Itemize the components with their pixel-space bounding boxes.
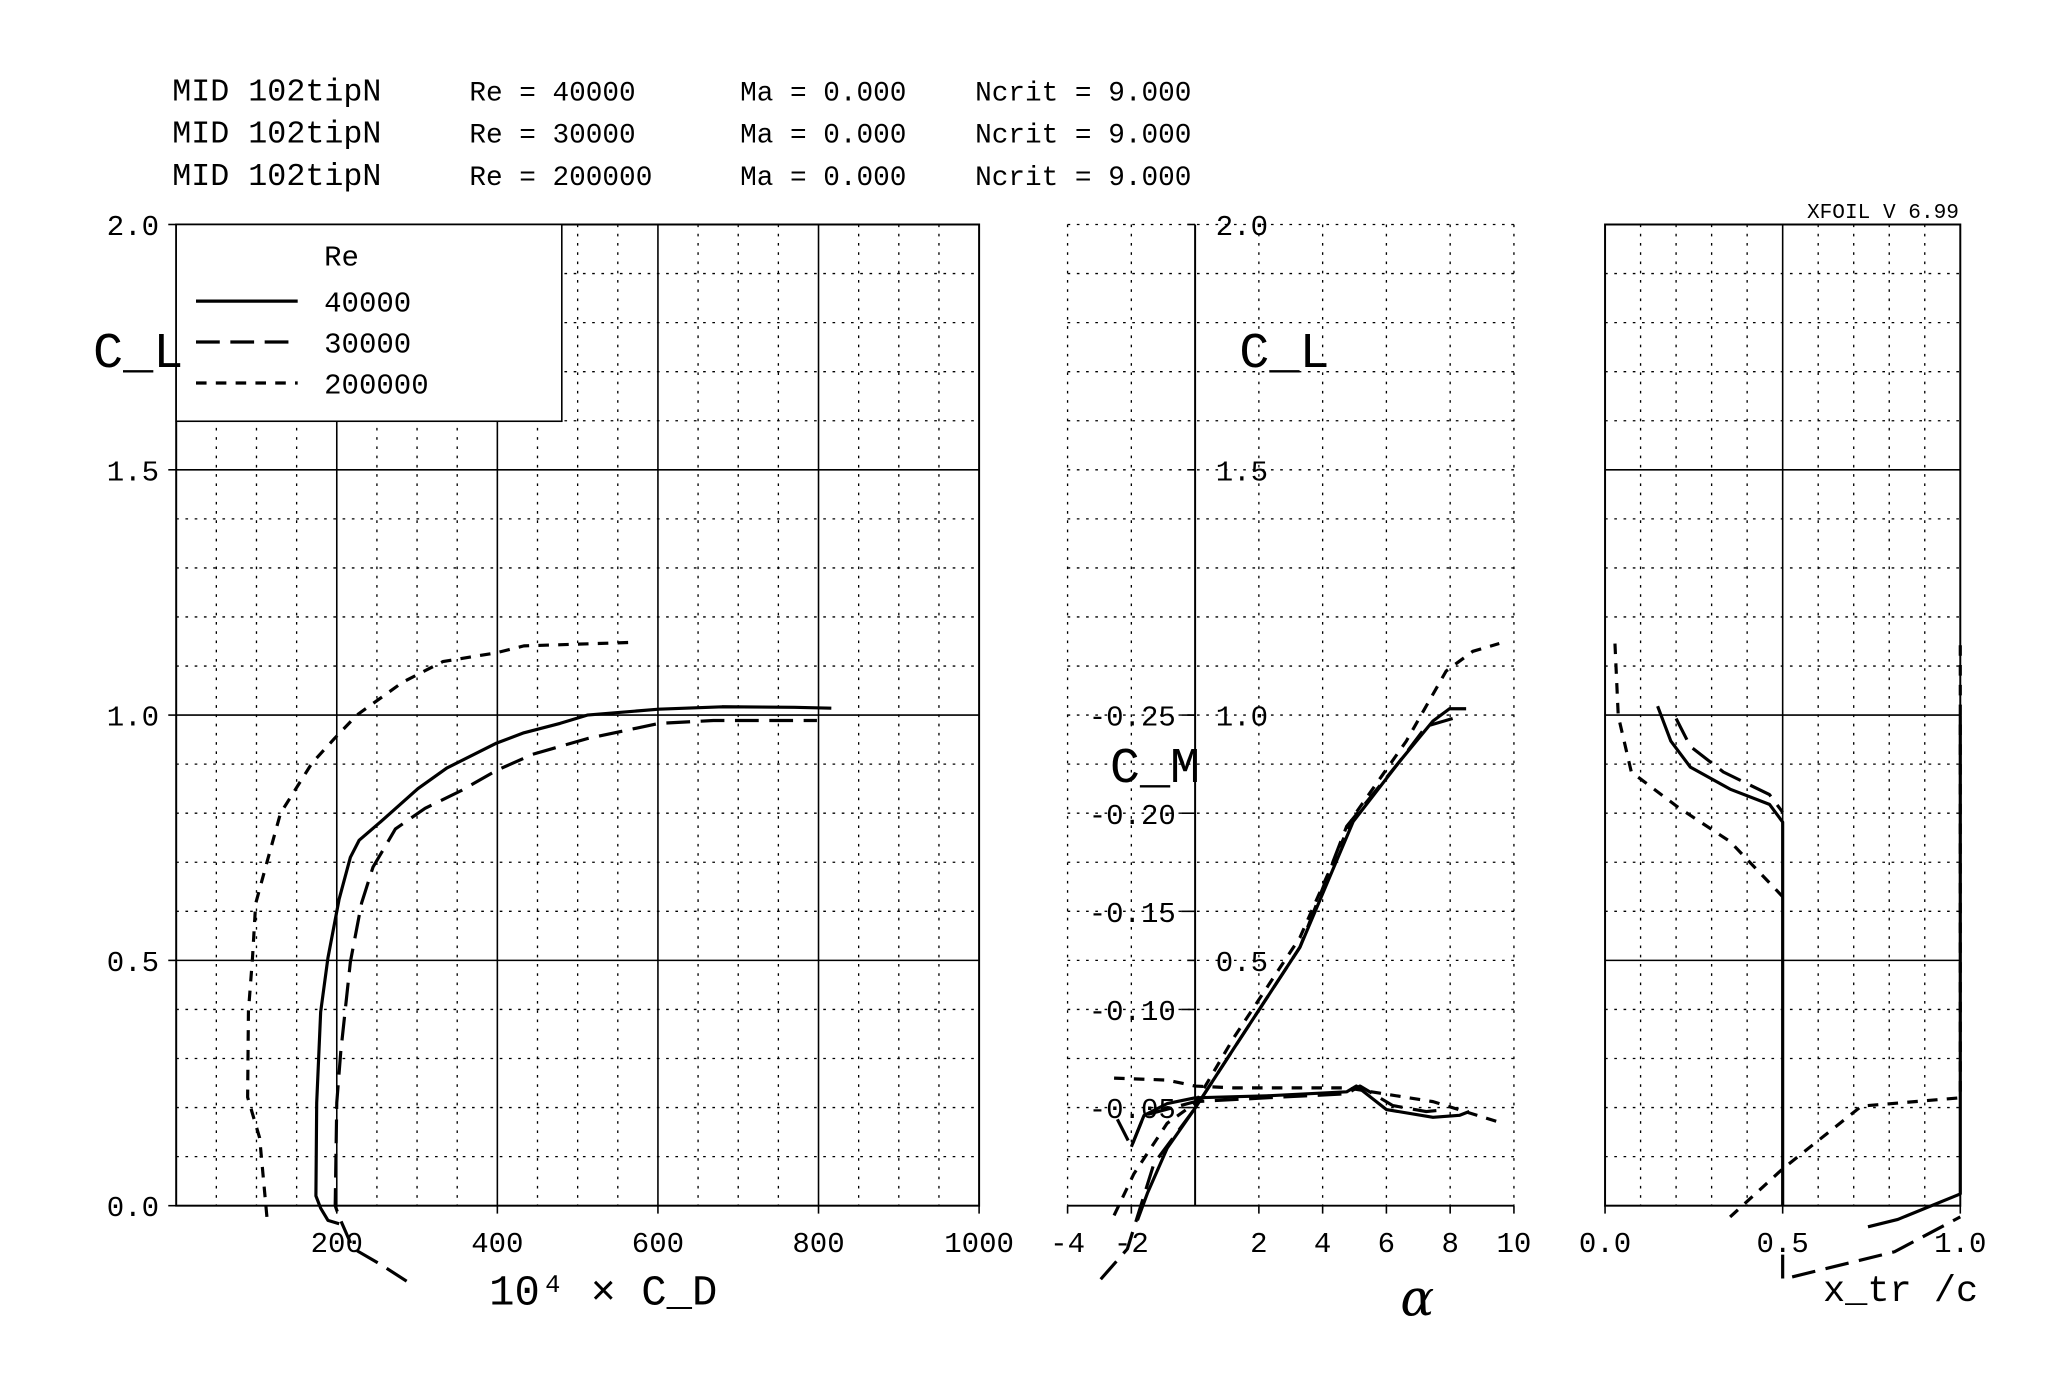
alpha-tick-label: 6 <box>1378 1228 1395 1261</box>
alpha-axis-title: α <box>1400 1268 1434 1327</box>
legend: Re 40000 30000 200000 <box>175 223 563 423</box>
curves <box>246 640 1962 1283</box>
cd-axis-title: 10⁴ × C_D <box>489 1270 717 1318</box>
cm-alpha-curve-re-200000 <box>1114 1076 1504 1125</box>
tick-labels: 200 400 600 800 1000 0.0 0.5 1.0 1.5 2.0 -4 -2 2 4 6 8 1… <box>107 211 1987 1261</box>
cl-tick-label: 0.5 <box>107 947 159 980</box>
cd-tick-label: 400 <box>471 1228 523 1261</box>
cl-alpha-curve-re-30000 <box>1099 717 1454 1281</box>
header-re-1: Re = 40000 <box>469 78 635 109</box>
header-name-3: MID 102tipN <box>172 159 381 195</box>
legend-box <box>175 223 563 423</box>
header-ncrit-3: Ncrit = 9.000 <box>975 163 1191 194</box>
cm-tick-label: -0.25 <box>1089 702 1176 735</box>
xtr-tick-label: 0.0 <box>1579 1228 1631 1261</box>
polar-curve-re-30000 <box>333 718 817 1283</box>
cl-tick-label: 0.5 <box>1216 947 1268 980</box>
header-ncrit-2: Ncrit = 9.000 <box>975 121 1191 152</box>
header-ncrit-1: Ncrit = 9.000 <box>975 78 1191 109</box>
alpha-tick-label: 4 <box>1314 1228 1331 1261</box>
polar-curve-re-200000 <box>246 640 630 1218</box>
alpha-tick-label: 2 <box>1250 1228 1267 1261</box>
xtr-bottom-curve-re-30000 <box>1781 1215 1962 1281</box>
xtr-top-curve-re-200000 <box>1613 643 1784 898</box>
cd-tick-label: 600 <box>632 1228 684 1261</box>
xtr-axis-title: x_tr /c <box>1823 1271 1978 1313</box>
cl-tick-label: 1.0 <box>1216 702 1268 735</box>
cl-axis-title-mid: C_L <box>1239 326 1329 383</box>
version-label: XFOIL V 6.99 <box>1807 201 1959 225</box>
legend-title: Re <box>324 241 359 274</box>
alpha-tick-label: -4 <box>1050 1228 1085 1261</box>
alpha-tick-label: 10 <box>1496 1228 1531 1261</box>
header-ma-2: Ma = 0.000 <box>740 121 906 152</box>
cl-axis-title-left: C_L <box>93 326 183 383</box>
cm-alpha-curve-re-40000 <box>1129 1084 1470 1148</box>
cm-tick-label: -0.15 <box>1089 898 1176 931</box>
legend-label-2: 30000 <box>324 329 411 362</box>
xtr-bottom-curve-re-200000 <box>1729 641 1962 1219</box>
legend-label-1: 40000 <box>324 288 411 321</box>
header: MID 102tipN Re = 40000 Ma = 0.000 Ncrit … <box>172 74 1959 225</box>
xtr-tick-label: 1.0 <box>1934 1228 1986 1261</box>
cd-tick-label: 200 <box>311 1228 363 1261</box>
xtr-top-curve-re-40000 <box>1656 705 1785 1206</box>
xtr-top-curve-re-30000 <box>1674 717 1784 814</box>
header-ma-3: Ma = 0.000 <box>740 163 906 194</box>
legend-label-3: 200000 <box>324 370 429 403</box>
header-name-1: MID 102tipN <box>172 74 381 110</box>
cm-tick-label: -0.20 <box>1089 800 1176 833</box>
xtr-bottom-curve-re-40000 <box>1867 715 1962 1229</box>
alpha-tick-label: -2 <box>1114 1228 1149 1261</box>
header-re-3: Re = 200000 <box>469 163 652 194</box>
cl-tick-label: 1.0 <box>107 702 159 735</box>
cl-tick-label: 0.0 <box>107 1192 159 1225</box>
cl-alpha-curve-re-200000 <box>1112 641 1500 1217</box>
cm-tick-label: -0.10 <box>1089 996 1176 1029</box>
cl-tick-label: 2.0 <box>1216 211 1268 244</box>
cd-tick-label: 1000 <box>944 1228 1014 1261</box>
cl-tick-label: 1.5 <box>1216 456 1268 489</box>
xtr-tick-label: 0.5 <box>1757 1228 1809 1261</box>
axis-titles: 10⁴ × C_D C_L C_L C_M α x_tr /c <box>93 326 1978 1327</box>
alpha-tick-label: 8 <box>1441 1228 1458 1261</box>
cm-axis-title: C_M <box>1110 741 1200 798</box>
header-ma-1: Ma = 0.000 <box>740 78 906 109</box>
cl-tick-label: 2.0 <box>107 211 159 244</box>
header-re-2: Re = 30000 <box>469 121 635 152</box>
header-name-2: MID 102tipN <box>172 117 381 153</box>
cm-alpha-curve-re-30000 <box>1115 1084 1447 1149</box>
cl-tick-label: 1.5 <box>107 456 159 489</box>
cd-tick-label: 800 <box>792 1228 844 1261</box>
polar-curve-re-40000 <box>314 705 832 1226</box>
cm-tick-label: -0.05 <box>1089 1094 1176 1127</box>
